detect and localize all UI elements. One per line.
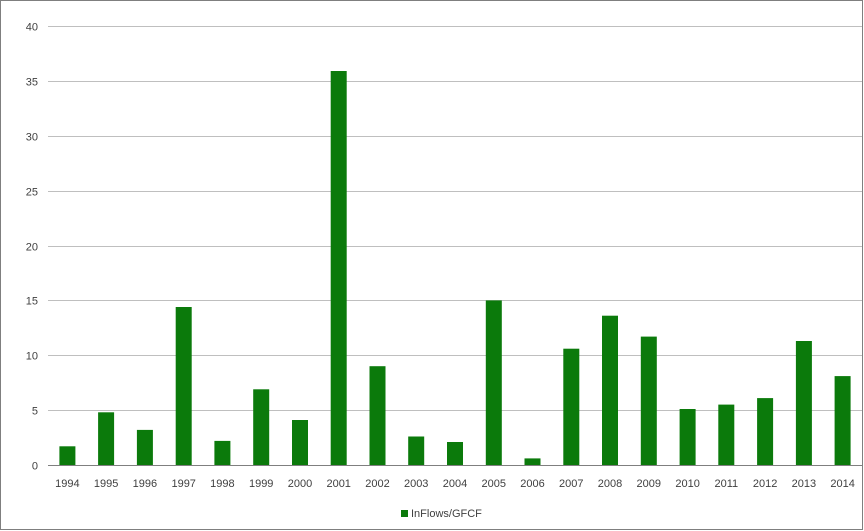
bar-1996 bbox=[136, 429, 153, 465]
x-tick-label: 1997 bbox=[171, 478, 195, 490]
bar-2002 bbox=[369, 366, 386, 465]
y-axis: 0 5 10 15 20 25 30 35 40 bbox=[26, 22, 38, 473]
x-tick-label: 2014 bbox=[830, 478, 854, 490]
bar-1995 bbox=[98, 412, 115, 465]
bar-2012 bbox=[757, 398, 774, 465]
x-tick-label: 2005 bbox=[482, 478, 506, 490]
bar-2001 bbox=[330, 71, 347, 465]
y-tick-label: 30 bbox=[26, 132, 38, 144]
bar-2011 bbox=[718, 404, 735, 465]
x-tick-label: 2002 bbox=[365, 478, 389, 490]
y-tick-label: 5 bbox=[32, 406, 38, 418]
x-tick-label: 2012 bbox=[753, 478, 777, 490]
x-tick-label: 2006 bbox=[520, 478, 544, 490]
x-tick-label: 2001 bbox=[326, 478, 350, 490]
bar-2005 bbox=[485, 300, 502, 465]
bar-2010 bbox=[679, 409, 696, 465]
x-tick-label: 1995 bbox=[94, 478, 118, 490]
y-tick-label: 35 bbox=[26, 77, 38, 89]
bar-1998 bbox=[214, 440, 231, 465]
bar-2003 bbox=[408, 436, 425, 465]
bar-2014 bbox=[834, 376, 851, 465]
y-tick-label: 25 bbox=[26, 187, 38, 199]
x-tick-label: 1999 bbox=[249, 478, 273, 490]
bar-2013 bbox=[795, 341, 812, 465]
legend-swatch-inflows-gfcf bbox=[401, 510, 408, 517]
bar-2009 bbox=[640, 336, 657, 465]
y-tick-label: 10 bbox=[26, 351, 38, 363]
bar-2006 bbox=[524, 458, 541, 465]
bar-2007 bbox=[563, 348, 580, 465]
bar-1999 bbox=[253, 389, 270, 465]
x-tick-label: 2003 bbox=[404, 478, 428, 490]
x-tick-label: 2013 bbox=[792, 478, 816, 490]
bar-2008 bbox=[602, 315, 618, 465]
x-tick-label: 2010 bbox=[675, 478, 699, 490]
y-tick-label: 40 bbox=[26, 22, 38, 34]
y-tick-label: 15 bbox=[26, 296, 38, 308]
x-tick-label: 2008 bbox=[598, 478, 622, 490]
legend: InFlows/GFCF bbox=[401, 508, 482, 520]
bars bbox=[59, 71, 851, 465]
x-tick-label: 2000 bbox=[288, 478, 312, 490]
bar-2004 bbox=[447, 442, 463, 465]
legend-label-inflows-gfcf: InFlows/GFCF bbox=[411, 508, 482, 520]
x-tick-label: 1994 bbox=[55, 478, 79, 490]
x-tick-label: 2009 bbox=[637, 478, 661, 490]
y-tick-label: 0 bbox=[32, 461, 38, 473]
x-tick-label: 2007 bbox=[559, 478, 583, 490]
x-tick-label: 1996 bbox=[133, 478, 157, 490]
x-tick-label: 1998 bbox=[210, 478, 234, 490]
x-tick-label: 2004 bbox=[443, 478, 467, 490]
bar-1997 bbox=[175, 307, 192, 465]
bar-1994 bbox=[59, 446, 76, 465]
bar-2000 bbox=[292, 420, 308, 465]
x-axis: 1994 1995 1996 1997 1998 1999 2000 2001 2002 2003… bbox=[55, 478, 855, 490]
y-tick-label: 20 bbox=[26, 242, 38, 254]
x-tick-label: 2011 bbox=[714, 478, 738, 490]
